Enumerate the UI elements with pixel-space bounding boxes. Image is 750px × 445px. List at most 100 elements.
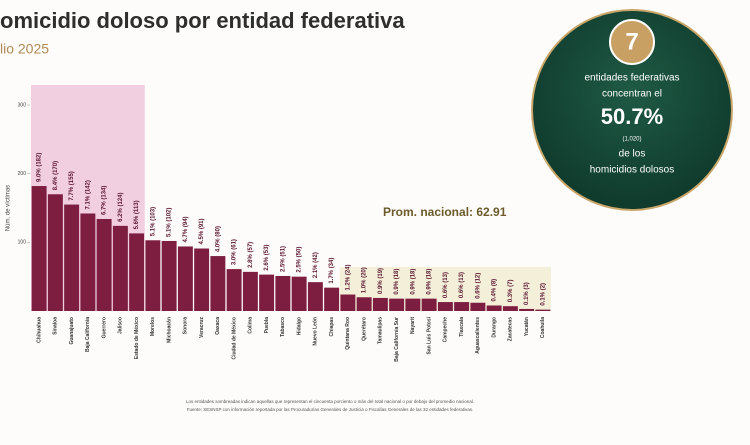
- average-annotation: Prom. nacional: 62.91: [383, 205, 507, 219]
- x-tick-label: Baja California: [85, 317, 91, 352]
- bar: [64, 204, 80, 311]
- bar: [291, 276, 307, 311]
- bar: [96, 218, 112, 311]
- x-tick-label: Veracruz: [199, 317, 205, 338]
- x-tick-label: Hidalgo: [296, 317, 302, 335]
- bar: [80, 213, 96, 311]
- value-label: 2.8% (57): [248, 242, 254, 268]
- x-tick-label: Tabasco: [280, 317, 286, 337]
- bar: [356, 297, 372, 311]
- x-tick-label: Colima: [248, 317, 254, 334]
- y-tick-label: 100: [18, 240, 27, 246]
- x-tick-label: Querétaro: [361, 317, 367, 341]
- bar: [194, 248, 210, 311]
- bar: [519, 308, 535, 311]
- x-tick-label: Sinaloa: [53, 317, 59, 335]
- footnote: Fuente: SESNSP con información reportada…: [187, 407, 474, 412]
- bar: [340, 294, 356, 311]
- value-label: 0.1% (2): [540, 283, 546, 306]
- value-label: 5.1% (102): [167, 208, 173, 237]
- chart-title: omicidio doloso por entidad federativa: [0, 8, 405, 33]
- value-label: 1.0% (20): [362, 267, 368, 293]
- callout-text: concentran el: [602, 89, 662, 100]
- value-label: 8.4% (170): [53, 161, 59, 190]
- x-tick-label: Oaxaca: [215, 317, 221, 335]
- bar: [437, 302, 453, 311]
- value-label: 1.7% (34): [329, 258, 335, 284]
- bar: [275, 275, 291, 311]
- value-label: 2.5% (51): [280, 246, 286, 272]
- value-label: 7.7% (155): [69, 171, 75, 200]
- value-label: 0.6% (13): [443, 272, 449, 298]
- chart-subtitle: lio 2025: [0, 41, 49, 57]
- x-tick-label: Zacatecas: [508, 317, 514, 341]
- bar: [161, 240, 177, 311]
- value-label: 4.5% (91): [199, 218, 205, 244]
- bar: [405, 298, 421, 311]
- x-tick-label: Baja California Sur: [394, 317, 400, 362]
- x-tick-label: Puebla: [264, 317, 270, 334]
- bar: [307, 282, 323, 311]
- bar: [259, 274, 275, 311]
- value-label: 0.4% (8): [492, 279, 498, 302]
- x-tick-label: Guerrero: [101, 317, 107, 338]
- bar: [372, 297, 388, 311]
- bar: [470, 302, 486, 311]
- x-tick-label: Morelos: [150, 317, 156, 336]
- x-tick-label: Ciudad de México: [231, 317, 237, 360]
- y-tick-label: 300: [18, 102, 27, 108]
- bar: [112, 225, 128, 311]
- value-label: 2.1% (42): [313, 252, 319, 278]
- x-tick-label: Guanajuato: [69, 317, 75, 345]
- bar: [389, 298, 405, 311]
- value-label: 9.0% (182): [37, 153, 43, 182]
- callout-text: homicidios dolosos: [590, 165, 675, 176]
- callout-percent: 50.7%: [601, 104, 663, 129]
- x-tick-label: Chiapas: [329, 317, 335, 337]
- bar: [421, 298, 437, 311]
- bar: [145, 240, 161, 311]
- x-tick-label: Jalisco: [118, 317, 124, 334]
- bar: [47, 194, 63, 311]
- callout-count: (1,020): [622, 137, 641, 143]
- bar: [486, 305, 502, 311]
- x-tick-label: Yucatán: [524, 317, 530, 336]
- value-label: 5.6% (113): [134, 200, 140, 229]
- value-label: 0.9% (19): [378, 268, 384, 294]
- value-label: 0.1% (3): [524, 282, 530, 305]
- value-label: 2.5% (50): [297, 247, 303, 273]
- bar: [31, 186, 47, 311]
- callout-text: de los: [619, 149, 646, 160]
- bar: [129, 233, 145, 311]
- value-label: 0.9% (18): [394, 269, 400, 295]
- bar: [454, 302, 470, 311]
- bar: [226, 269, 242, 311]
- bar: [324, 287, 340, 311]
- x-tick-label: Sonora: [183, 317, 189, 334]
- bar: [502, 306, 518, 311]
- bar: [242, 271, 258, 311]
- callout-text: entidades federativas: [584, 73, 679, 84]
- plot-area: Núm. de víctimas 100 200 300 9.0% (182) Chihu…: [6, 85, 551, 362]
- x-tick-label: Michoacán: [166, 317, 172, 343]
- x-tick-label: San Luis Potosí: [426, 316, 432, 354]
- x-tick-label: Aguascalientes: [475, 317, 481, 354]
- x-tick-label: Nuevo León: [313, 317, 319, 346]
- callout-circle: [531, 9, 733, 211]
- value-label: 1.2% (24): [345, 265, 351, 291]
- callout-number: 7: [625, 28, 638, 55]
- value-label: 6.7% (134): [102, 186, 108, 215]
- value-label: 6.2% (124): [118, 192, 124, 221]
- value-label: 0.3% (7): [508, 280, 514, 303]
- x-tick-label: Estado de México: [134, 317, 140, 359]
- value-label: 0.6% (13): [459, 272, 465, 298]
- x-tick-label: Tlaxcala: [459, 317, 465, 337]
- value-label: 4.7% (94): [183, 216, 189, 242]
- value-label: 0.9% (18): [427, 269, 433, 295]
- value-label: 3.0% (61): [232, 239, 238, 265]
- y-tick-label: 200: [18, 171, 27, 177]
- x-tick-label: Tamaulipas: [378, 317, 384, 344]
- callout-badge: [609, 19, 655, 65]
